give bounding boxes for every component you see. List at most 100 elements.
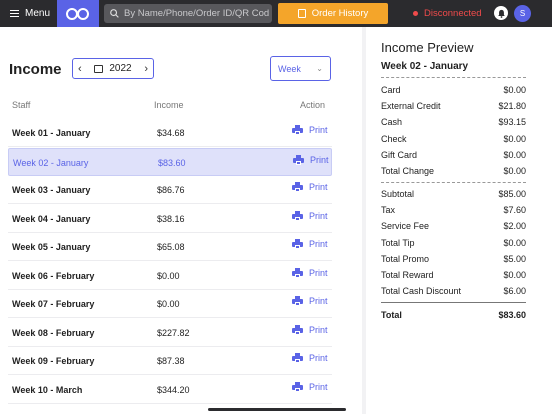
preview-line-item: Total Promo $5.00	[381, 254, 526, 264]
line-label: Subtotal	[381, 189, 415, 199]
print-label: Print	[309, 381, 328, 392]
logo-icon	[66, 7, 89, 20]
status-text: Disconnected	[424, 8, 482, 19]
col-staff: Staff	[12, 100, 31, 110]
year-value: 2022	[109, 63, 132, 74]
print-label: Print	[309, 239, 328, 249]
avatar-initial: S	[519, 9, 526, 18]
print-button[interactable]: Print	[292, 353, 328, 363]
printer-icon	[292, 324, 303, 335]
line-value: $5.00	[503, 253, 526, 264]
line-value: $0.00	[503, 133, 526, 144]
table-row[interactable]: Week 05 - January $65.08 Print	[8, 233, 332, 261]
line-label: Cash	[381, 117, 403, 128]
prev-year-chevron-icon[interactable]: ‹	[78, 62, 82, 75]
row-income-value: $344.20	[157, 384, 190, 395]
print-button[interactable]: Print	[292, 381, 328, 392]
print-button[interactable]: Print	[292, 210, 328, 221]
col-action: Action	[300, 100, 326, 110]
table-row[interactable]: Week 10 - March $344.20 Print	[8, 376, 332, 404]
line-value: $93.15	[498, 117, 526, 128]
line-label: Total Change	[381, 166, 435, 176]
table-row[interactable]: Week 08 - February $227.82 Print	[8, 319, 332, 347]
order-history-button[interactable]: Order History	[278, 3, 388, 24]
income-panel: Income ‹ 2022 › Week ⌄ Staff Income Acti…	[0, 27, 362, 414]
user-avatar[interactable]: S	[514, 5, 531, 22]
row-week-label: Week 01 - January	[12, 128, 91, 138]
menu-button[interactable]: Menu	[0, 0, 57, 27]
row-income-value: $227.82	[157, 327, 190, 338]
line-value: $0.00	[503, 237, 526, 248]
print-button[interactable]: Print	[292, 324, 328, 335]
calendar-icon	[94, 64, 104, 73]
preview-title: Income Preview	[381, 40, 474, 55]
preview-line-item: Total Change $0.00	[381, 166, 526, 176]
row-income-value: $38.16	[157, 213, 185, 224]
preview-line-item: Total Reward $0.00	[381, 270, 526, 280]
search-box[interactable]	[104, 4, 272, 23]
income-preview-panel: Income Preview Week 02 - January Card $0.…	[366, 27, 552, 414]
printer-icon	[292, 210, 303, 221]
line-value: $0.00	[503, 166, 526, 176]
row-income-value: $0.00	[157, 299, 180, 309]
table-row[interactable]: Week 04 - January $38.16 Print	[8, 205, 332, 233]
print-button[interactable]: Print	[292, 296, 328, 306]
search-input[interactable]	[124, 8, 269, 19]
print-button[interactable]: Print	[293, 154, 329, 165]
row-week-label: Week 03 - January	[12, 185, 91, 195]
preview-line-item: Total Tip $0.00	[381, 238, 526, 248]
line-value: $2.00	[503, 221, 526, 232]
line-label: Check	[381, 133, 407, 144]
next-year-chevron-icon[interactable]: ›	[144, 62, 148, 75]
table-row[interactable]: Week 06 - February $0.00 Print	[8, 262, 332, 290]
print-label: Print	[309, 267, 328, 278]
table-row[interactable]: Week 03 - January $86.76 Print	[8, 176, 332, 204]
row-week-label: Week 06 - February	[12, 270, 95, 281]
print-label: Print	[309, 324, 328, 335]
line-label: Gift Card	[381, 149, 418, 160]
row-week-label: Week 05 - January	[12, 242, 91, 252]
printer-icon	[292, 267, 303, 278]
print-button[interactable]: Print	[292, 267, 328, 278]
printer-icon	[292, 296, 303, 306]
table-row[interactable]: Week 07 - February $0.00 Print	[8, 290, 332, 318]
printer-icon	[293, 154, 304, 165]
preview-line-item: External Credit $21.80	[381, 101, 526, 111]
app-logo[interactable]	[57, 0, 99, 27]
print-label: Print	[309, 296, 328, 306]
print-button[interactable]: Print	[292, 182, 328, 192]
line-value: $0.00	[503, 270, 526, 280]
hamburger-icon	[10, 8, 19, 19]
row-income-value: $65.08	[157, 242, 185, 252]
line-value: $0.00	[503, 149, 526, 160]
row-week-label: Week 07 - February	[12, 299, 95, 309]
row-week-label: Week 08 - February	[12, 327, 95, 338]
year-display[interactable]: 2022	[94, 63, 132, 74]
row-income-value: $87.38	[157, 356, 185, 366]
line-label: Tax	[381, 205, 396, 216]
order-history-label: Order History	[311, 8, 369, 19]
table-row[interactable]: Week 02 - January $83.60 Print	[8, 147, 332, 176]
table-row[interactable]: Week 09 - February $87.38 Print	[8, 347, 332, 375]
row-week-label: Week 09 - February	[12, 356, 95, 366]
top-bar: Menu Order History Disconnected S	[0, 0, 552, 27]
print-label: Print	[310, 154, 329, 165]
printer-icon	[292, 381, 303, 392]
printer-icon	[292, 182, 303, 192]
print-label: Print	[309, 182, 328, 192]
line-label: Card	[381, 85, 401, 95]
preview-subtitle: Week 02 - January	[381, 61, 469, 72]
table-row[interactable]: Week 01 - January $34.68 Print	[8, 119, 332, 147]
year-picker: ‹ 2022 ›	[72, 58, 154, 79]
print-button[interactable]: Print	[292, 125, 328, 135]
period-select[interactable]: Week ⌄	[270, 56, 331, 81]
printer-icon	[292, 353, 303, 363]
preview-line-item: Gift Card $0.00	[381, 150, 526, 160]
page-title: Income	[9, 61, 62, 78]
printer-icon	[292, 125, 303, 135]
row-income-value: $83.60	[158, 157, 186, 168]
print-button[interactable]: Print	[292, 239, 328, 249]
printer-icon	[292, 239, 303, 249]
preview-line-item: Check $0.00	[381, 134, 526, 144]
notification-button[interactable]	[494, 6, 508, 20]
